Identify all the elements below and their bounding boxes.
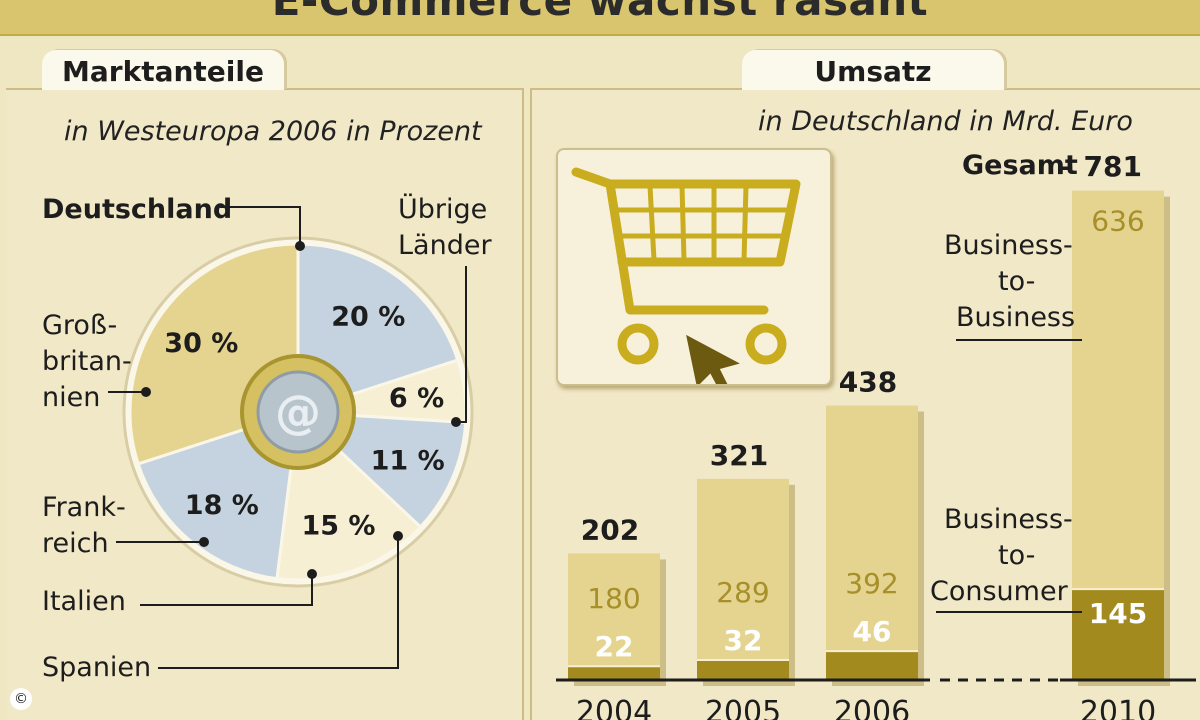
leader-dot-frankreich — [199, 537, 209, 547]
value-total-2: 438 — [839, 366, 897, 399]
label-uebrige-2: Länder — [398, 230, 492, 261]
bar-b2c-0 — [568, 666, 660, 680]
b2c-label-3: Consumer — [930, 576, 1068, 607]
label-frankreich-2: reich — [42, 528, 109, 559]
bar-b2b-3 — [1072, 190, 1164, 590]
coin-inner — [256, 370, 340, 454]
leader-italien — [140, 574, 313, 606]
tick-label-1: 2005 — [705, 695, 781, 720]
at-sign-icon: @ — [275, 385, 321, 439]
value-b2c-3: 145 — [1089, 597, 1147, 630]
value-total-0: 202 — [581, 513, 639, 546]
bar-b2c-2 — [826, 651, 918, 680]
pie-label-5: 18 % — [185, 490, 259, 521]
label-italien: Italien — [42, 586, 126, 617]
value-b2b-1: 289 — [716, 576, 769, 609]
label-frankreich-1: Frank- — [42, 492, 126, 523]
label-spanien: Spanien — [42, 652, 152, 683]
value-b2c-2: 46 — [853, 615, 892, 648]
pie-label-3: 11 % — [371, 445, 445, 476]
headline-band: E-Commerce wächst rasant — [0, 0, 1200, 36]
leader-dot-italien — [307, 569, 317, 579]
leader-dot-gb — [141, 387, 151, 397]
headline: E-Commerce wächst rasant — [271, 0, 929, 25]
label-gb-3: nien — [42, 382, 101, 413]
leader-dot-uebrige — [451, 417, 461, 427]
value-b2c-0: 22 — [595, 630, 634, 663]
leader-spanien — [158, 536, 399, 669]
value-b2b-0: 180 — [587, 582, 640, 615]
tick-label-3: 2010 — [1080, 695, 1156, 720]
label-gb-2: britan- — [42, 346, 132, 377]
leader-dot-deutschland — [295, 241, 305, 251]
pie-label-2: 6 % — [389, 383, 444, 414]
bar-b2c-1 — [697, 659, 789, 680]
value-total-3: – 781 — [1060, 150, 1142, 183]
tick-label-0: 2004 — [576, 695, 652, 720]
pie-label-0: 30 % — [164, 328, 238, 359]
label-deutschland: Deutschland — [42, 194, 233, 225]
bar-b2c-3 — [1072, 589, 1164, 680]
bar-b2b-2 — [826, 405, 918, 652]
b2b-label-1: Business- — [944, 230, 1073, 261]
b2c-label-1: Business- — [944, 504, 1073, 535]
leader-deutschland — [220, 206, 301, 246]
value-b2b-2: 392 — [845, 567, 898, 600]
label-gb-1: Groß- — [42, 310, 118, 341]
tab-marktanteile: Marktanteile — [42, 50, 284, 90]
pie-label-4: 15 % — [301, 510, 375, 541]
value-total-1: 321 — [710, 439, 768, 472]
market-share-subtitle: in Westeuropa 2006 in Prozent — [64, 116, 482, 147]
tab-umsatz: Umsatz — [742, 50, 1004, 90]
tick-label-2: 2006 — [834, 695, 910, 720]
value-b2b-3: 636 — [1091, 205, 1144, 238]
pie-label-1: 20 % — [331, 301, 405, 332]
b2c-label-2: to- — [998, 540, 1036, 571]
copyright-icon: © — [10, 688, 32, 710]
b2b-label-3: Business — [956, 302, 1076, 333]
revenue-subtitle: in Deutschland in Mrd. Euro — [758, 106, 1133, 137]
gesamt-label: Gesamt — [962, 150, 1078, 181]
bar-b2b-0 — [568, 553, 660, 667]
label-uebrige-1: Übrige — [398, 194, 488, 225]
leader-dot-spanien — [393, 531, 403, 541]
b2b-label-2: to- — [998, 266, 1036, 297]
value-b2c-1: 32 — [724, 624, 763, 657]
bar-b2b-1 — [697, 478, 789, 660]
pie-chart: 30 % 20 % 6 % 11 % 15 % 18 % @ — [108, 206, 474, 669]
